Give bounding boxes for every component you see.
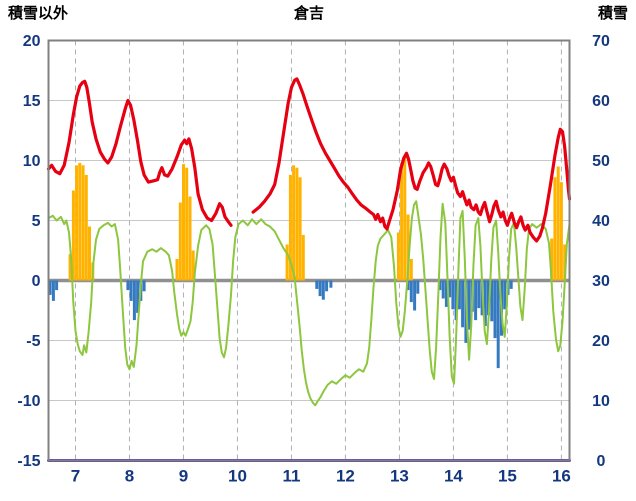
blue-bars (438, 280, 442, 291)
orange-bars (301, 234, 305, 281)
left-axis-tick-label: -5 (26, 333, 40, 350)
orange-bars (75, 165, 79, 281)
x-axis-day-label: 13 (390, 467, 409, 486)
orange-bars (185, 167, 189, 281)
blue-bars (493, 280, 497, 339)
orange-bars (288, 174, 292, 281)
green-line (47, 200, 571, 407)
x-axis-day-label: 15 (498, 467, 517, 486)
blue-bars (132, 280, 136, 321)
orange-bars (400, 162, 404, 281)
orange-bars (403, 156, 407, 281)
blue-bars (409, 280, 413, 303)
orange-bars (78, 162, 82, 281)
x-axis-day-label: 16 (552, 467, 571, 486)
blue-bars (454, 280, 458, 321)
orange-bars (406, 214, 410, 281)
blue-bars (441, 280, 445, 299)
blue-bars (51, 280, 55, 301)
orange-bars (88, 226, 91, 281)
blue-bars (509, 280, 513, 289)
blue-bars (325, 280, 329, 292)
right-axis-tick-label: 60 (592, 93, 610, 110)
blue-bars (406, 280, 410, 291)
left-axis-tick-label: 15 (23, 93, 41, 110)
x-axis-day-label: 14 (444, 467, 463, 486)
blue-bars (444, 280, 448, 307)
blue-bars (126, 280, 130, 291)
left-axis-tick-label: 10 (23, 153, 41, 170)
blue-bars (467, 280, 471, 330)
blue-bars (490, 280, 494, 322)
orange-bars (285, 244, 289, 281)
blue-bars (416, 280, 420, 294)
right-axis-tick-label: 20 (592, 333, 610, 350)
blue-bars (487, 280, 490, 316)
blue-bars (136, 280, 140, 313)
x-axis-day-label: 11 (282, 467, 300, 486)
blue-bars (48, 280, 52, 295)
orange-bars (175, 258, 179, 281)
right-axis-tick-label: 0 (597, 453, 606, 470)
orange-bars (559, 182, 563, 281)
right-axis-tick-label: 30 (592, 273, 610, 290)
left-axis-tick-label: -15 (17, 453, 40, 470)
x-axis-day-label: 10 (228, 467, 247, 486)
blue-bars (142, 280, 146, 292)
orange-bars (550, 238, 554, 281)
orange-bars (295, 167, 299, 281)
orange-bars (409, 258, 413, 281)
left-axis-tick-label: 20 (23, 33, 41, 50)
left-axis-tick-label: 5 (32, 213, 41, 230)
orange-bars (396, 232, 400, 281)
orange-bars (563, 244, 567, 281)
blue-bars (477, 280, 481, 309)
right-axis-tick-label: 40 (592, 213, 610, 230)
blue-bars (329, 280, 333, 288)
orange-bars (84, 174, 88, 281)
orange-bars (298, 177, 302, 281)
orange-bars (182, 164, 185, 281)
right-axis-tick-label: 70 (592, 33, 610, 50)
right-axis-title: 積雪 (597, 5, 628, 22)
blue-bars (55, 280, 59, 291)
blue-bars (448, 280, 452, 298)
right-axis-tick-label: 10 (592, 393, 610, 410)
orange-bars (556, 166, 560, 281)
blue-bars (496, 280, 500, 369)
blue-bars (483, 280, 487, 327)
orange-bars (553, 177, 557, 281)
orange-bars (68, 254, 72, 281)
orange-bars (191, 250, 195, 281)
blue-bars (474, 280, 478, 321)
left-axis-tick-label: 0 (32, 273, 41, 290)
orange-bars (292, 165, 296, 281)
orange-bars (71, 190, 75, 281)
x-axis-day-label: 7 (71, 467, 80, 486)
blue-bars (457, 280, 461, 310)
right-axis-tick-label: 50 (592, 153, 610, 170)
red-line (46, 79, 233, 227)
blue-bars (461, 280, 465, 328)
blue-bars (413, 280, 417, 311)
orange-bars (178, 202, 182, 281)
chart-title: 倉吉 (293, 5, 324, 22)
x-axis-day-label: 9 (179, 467, 188, 486)
blue-bars (315, 280, 319, 289)
plot-border (47, 39, 571, 462)
x-axis-day-label: 8 (125, 467, 134, 486)
orange-bars (81, 165, 85, 281)
blue-bars (318, 280, 322, 297)
blue-bars (451, 280, 455, 310)
x-axis-day-label: 12 (336, 467, 355, 486)
blue-bars (503, 280, 507, 310)
left-axis-tick-label: -10 (17, 393, 40, 410)
left-axis-title: 積雪以外 (8, 5, 69, 22)
blue-bars (321, 280, 325, 300)
red-line (251, 77, 572, 243)
orange-bars (188, 196, 192, 281)
blue-bars (129, 280, 133, 301)
